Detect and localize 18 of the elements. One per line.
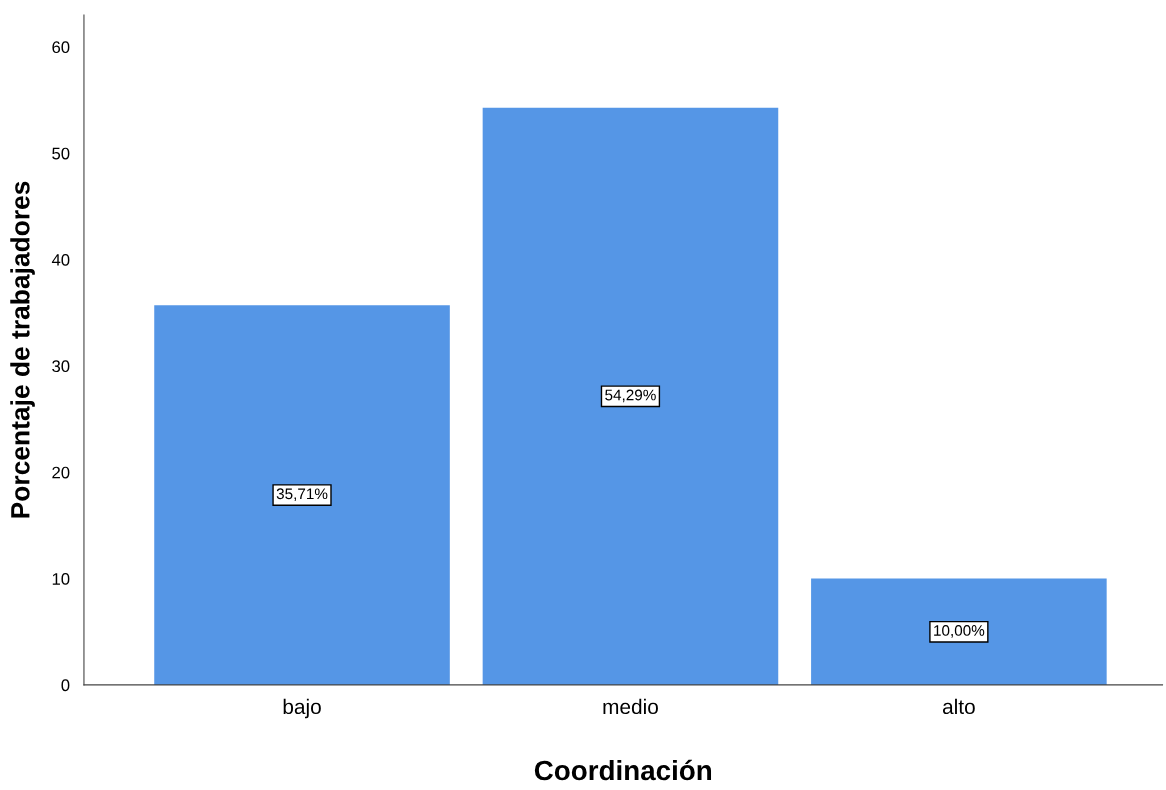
data-label: 35,71% xyxy=(276,488,328,501)
bar xyxy=(811,578,1107,685)
data-label: 54,29% xyxy=(605,389,656,403)
y-axis-title: Porcentaje de trabajadores xyxy=(10,181,35,518)
x-tick-label: bajo xyxy=(283,698,321,719)
y-tick-label: 0 xyxy=(61,679,70,692)
bar xyxy=(482,107,779,685)
y-tick-label: 40 xyxy=(51,253,70,266)
y-tick-label: 20 xyxy=(52,466,70,479)
y-tick-label: 50 xyxy=(52,147,70,160)
x-tick-label: alto xyxy=(942,698,975,715)
x-tick-label: medio xyxy=(603,698,658,715)
x-axis-title: Coordinación xyxy=(534,759,712,781)
bar xyxy=(154,305,450,685)
y-tick-label: 60 xyxy=(52,41,70,54)
y-tick-label: 30 xyxy=(52,360,70,373)
y-tick-label: 10 xyxy=(52,572,70,585)
data-label: 10,00% xyxy=(934,625,985,638)
